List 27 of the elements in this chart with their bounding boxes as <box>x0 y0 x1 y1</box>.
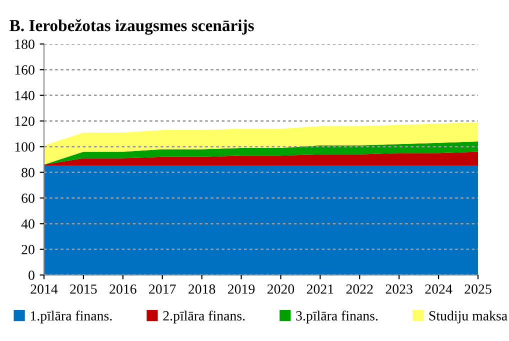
x-tick-label: 2024 <box>425 284 452 294</box>
y-tick-label: 80 <box>22 168 34 178</box>
chart-title: B. Ierobežotas izaugsmes scenārijs <box>10 19 254 35</box>
y-tick-label: 20 <box>22 244 34 254</box>
y-tick-label: 180 <box>15 40 34 49</box>
y-tick-label: 140 <box>15 90 34 100</box>
x-tick-label: 2025 <box>464 284 492 294</box>
y-tick-label: 40 <box>21 219 34 229</box>
legend-label: 3.pīlāra finans. <box>296 310 378 324</box>
x-tick-label: 2019 <box>228 284 255 294</box>
x-tick-label: 2022 <box>346 284 373 294</box>
x-tick-label: 2017 <box>149 284 176 294</box>
legend-label: 1.pīlāra finans. <box>30 310 112 324</box>
legend-label: 2.pīlāra finans. <box>163 310 245 324</box>
x-tick-label: 2021 <box>306 284 334 294</box>
y-tick-label: 100 <box>15 142 34 152</box>
x-tick-label: 2014 <box>30 284 58 294</box>
x-tick-label: 2016 <box>110 284 136 294</box>
legend-label: Studiju maksa <box>429 310 508 324</box>
x-tick-label: 2015 <box>70 284 97 294</box>
y-tick-label: 60 <box>22 194 34 203</box>
x-tick-label: 2020 <box>267 284 294 294</box>
x-tick-label: 2018 <box>188 284 216 294</box>
y-tick-label: 0 <box>28 270 34 280</box>
y-tick-label: 160 <box>15 65 34 75</box>
y-tick-label: 120 <box>15 116 34 126</box>
x-tick-label: 2023 <box>386 284 412 294</box>
